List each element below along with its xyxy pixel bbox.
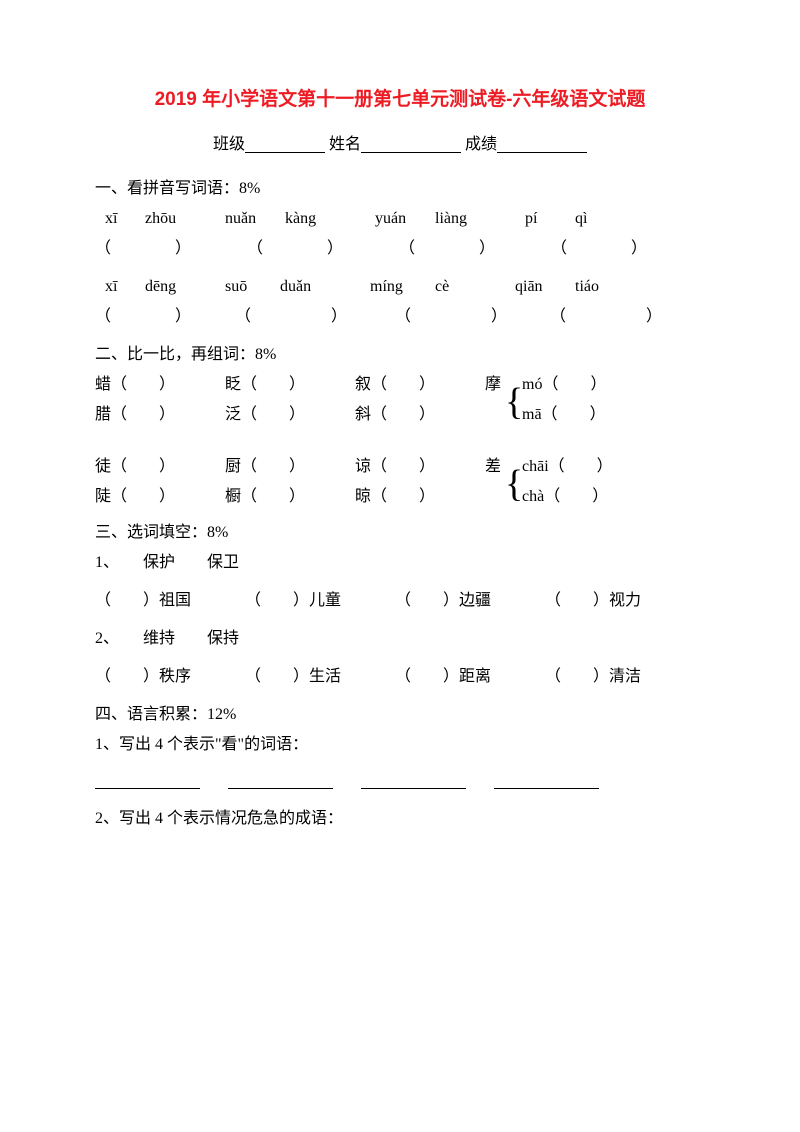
pinyin: tiáo xyxy=(575,279,599,295)
pinyin: qiān xyxy=(515,279,575,295)
pinyin-row-2: xī dēng suō duǎn míng cè qiān tiáo xyxy=(95,279,705,295)
section-2-heading: 二、比一比，再组词：8% xyxy=(95,347,705,363)
char-blank: 斜（ xyxy=(355,406,387,423)
char-blank: 晾（ xyxy=(355,488,387,505)
s3-q2-blanks: （ ）秩序 （ ）生活 （ ）距离 （ ）清洁 xyxy=(95,669,705,685)
score-label: 成绩 xyxy=(465,136,497,153)
answer-row-2: （ ） （ ） （ ） （ ） xyxy=(95,309,705,325)
s3-q2-words: 2、 维持 保持 xyxy=(95,631,705,647)
section-4-heading: 四、语言积累：12% xyxy=(95,707,705,723)
pinyin: pí xyxy=(525,211,575,227)
char-compare-row-4: 陡（ ） 橱（ ） 晾（ ） chà（ ） xyxy=(95,489,705,505)
pinyin: xī xyxy=(105,211,145,227)
s4-q1-blanks xyxy=(95,775,705,789)
pinyin: suō xyxy=(225,279,280,295)
char-blank: 泛（ xyxy=(225,406,257,423)
char-blank: chà（ xyxy=(522,488,560,505)
pinyin: qì xyxy=(575,211,587,227)
name-label: 姓名 xyxy=(329,136,361,153)
char-blank: 谅（ xyxy=(355,458,387,475)
char-blank: 眨（ xyxy=(225,376,257,393)
s3-q1-blanks: （ ）祖国 （ ）儿童 （ ）边疆 （ ）视力 xyxy=(95,593,705,609)
student-info-line: 班级 姓名 成绩 xyxy=(95,137,705,153)
pinyin: dēng xyxy=(145,279,225,295)
class-label: 班级 xyxy=(213,136,245,153)
section-3-heading: 三、选词填空：8% xyxy=(95,525,705,541)
exam-title: 2019 年小学语文第十一册第七单元测试卷-六年级语文试题 xyxy=(95,90,705,109)
char-blank: 橱（ xyxy=(225,488,257,505)
char-blank: chāi（ xyxy=(522,458,565,475)
pinyin: cè xyxy=(435,279,515,295)
s4-q1: 1、写出 4 个表示"看"的词语： xyxy=(95,737,705,753)
answer-row-1: （ ） （ ） （ ） （ ） xyxy=(95,241,705,257)
pinyin: liàng xyxy=(435,211,525,227)
s3-q1-words: 1、 保护 保卫 xyxy=(95,555,705,571)
pinyin: zhōu xyxy=(145,211,225,227)
pinyin-row-1: xī zhōu nuǎn kàng yuán liàng pí qì xyxy=(95,211,705,227)
pinyin: duǎn xyxy=(280,279,370,295)
pinyin: míng xyxy=(370,279,435,295)
char-blank: 腊（ xyxy=(95,406,127,423)
char-blank: 厨（ xyxy=(225,458,257,475)
char-compare-row-2: 腊（ ） 泛（ ） 斜（ ） mā（ ） xyxy=(95,407,705,423)
char-blank: 徒（ xyxy=(95,458,127,475)
s4-q2: 2、写出 4 个表示情况危急的成语： xyxy=(95,811,705,827)
char-blank: 叙（ xyxy=(355,376,387,393)
char-blank: 陡（ xyxy=(95,488,127,505)
char-blank: 蜡（ xyxy=(95,376,127,393)
pinyin: nuǎn xyxy=(225,211,285,227)
char-blank: mā（ xyxy=(522,406,558,423)
char-blank: mó（ xyxy=(522,376,558,393)
section-1-heading: 一、看拼音写词语：8% xyxy=(95,181,705,197)
pinyin: xī xyxy=(105,279,145,295)
char-compare-row-1: 蜡（ ） 眨（ ） 叙（ ） 摩 { mó（ ） xyxy=(95,377,705,393)
pinyin: yuán xyxy=(375,211,435,227)
char-compare-row-3: 徒（ ） 厨（ ） 谅（ ） 差 { chāi（ ） xyxy=(95,459,705,475)
pinyin: kàng xyxy=(285,211,375,227)
